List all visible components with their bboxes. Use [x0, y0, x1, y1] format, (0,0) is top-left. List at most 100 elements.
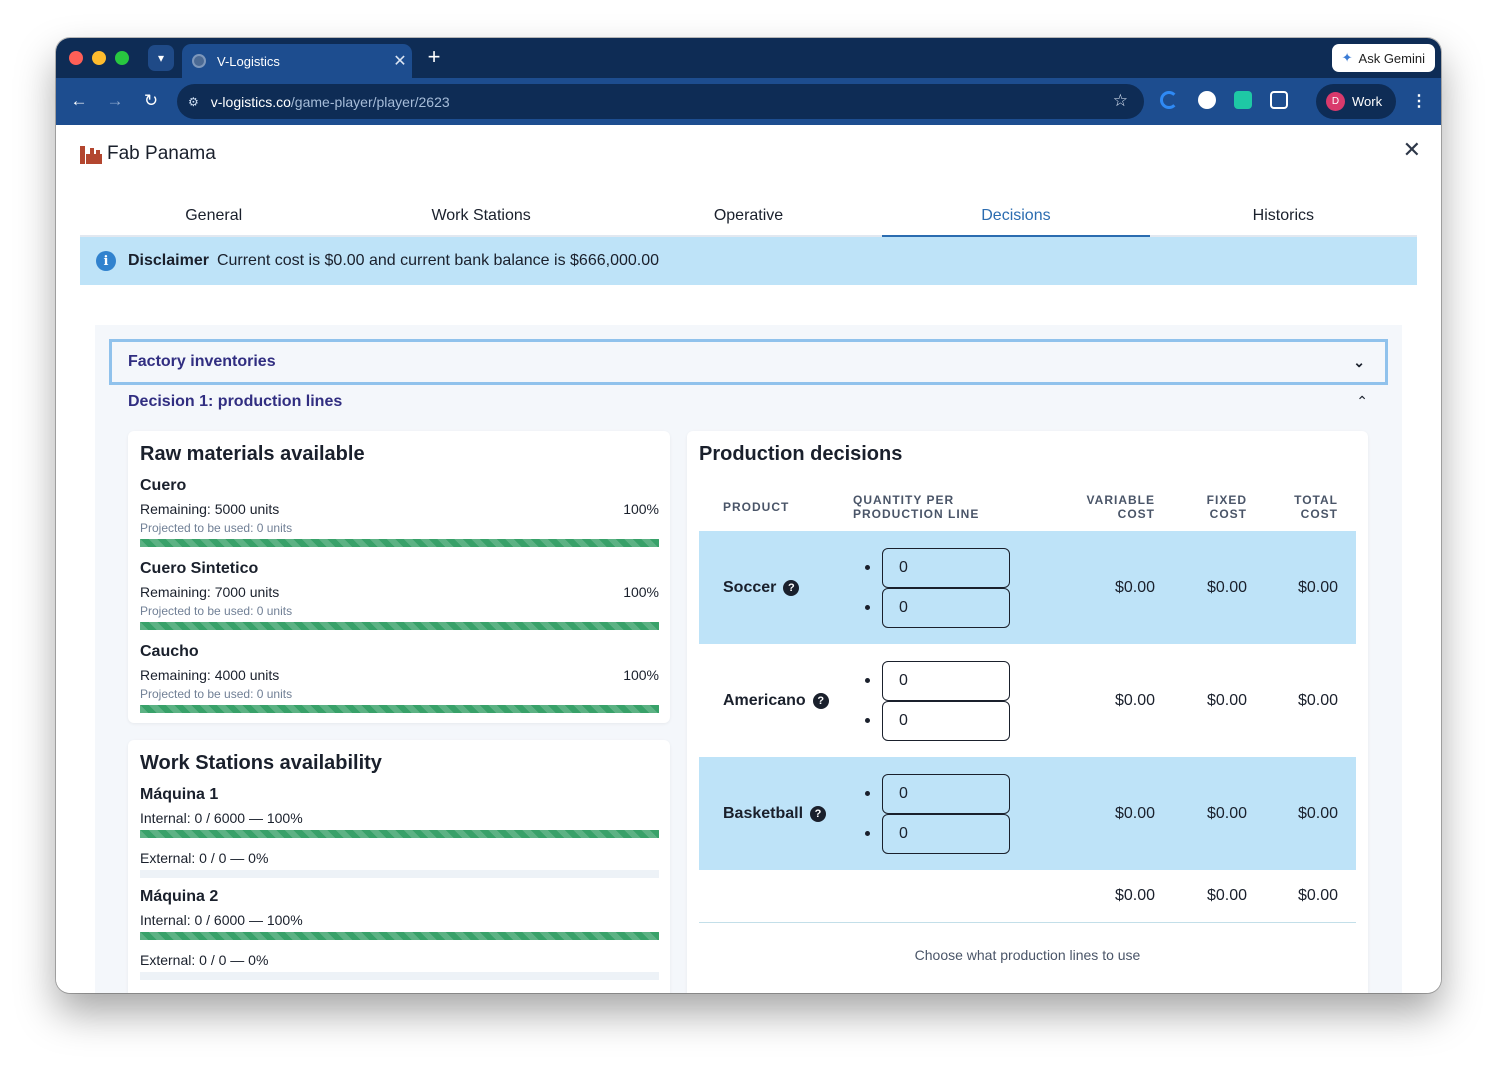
production-line-2-input[interactable] [882, 587, 1010, 628]
site-info-icon[interactable]: ⚙ [188, 94, 199, 109]
totals-row: $0.00 $0.00 $0.00 [699, 870, 1356, 923]
chevron-down-icon: ⌄ [1353, 354, 1365, 370]
production-line-2-input[interactable] [882, 700, 1010, 741]
product-cell: Soccer? [699, 579, 853, 597]
fixed-cost: $0.00 [1206, 578, 1247, 596]
new-tab-plus-icon[interactable]: + [427, 44, 441, 69]
bullet-icon [865, 678, 870, 683]
material-item: Cuero Sintetico Remaining: 7000 units 100… [140, 560, 659, 630]
progress-fill [140, 932, 659, 940]
production-decisions-card: Production decisions PRODUCT QUANTITY PE… [687, 431, 1368, 993]
header-fixed-line2: COST [1209, 507, 1247, 521]
bullet-icon [865, 605, 870, 610]
extension-circle-icon[interactable] [1198, 91, 1216, 109]
product-name: Americano [723, 691, 806, 709]
work-station-name: Máquina 2 [140, 888, 219, 905]
total-cost: $0.00 [1297, 691, 1338, 709]
header-total-line2: COST [1300, 507, 1338, 521]
reload-icon[interactable]: ↻ [143, 91, 159, 110]
forward-arrow-icon[interactable]: → [106, 91, 124, 110]
production-line-2-input[interactable] [882, 813, 1010, 854]
tab-decisions[interactable]: Decisions [882, 193, 1150, 237]
tab-historics[interactable]: Historics [1252, 207, 1314, 224]
extensions-puzzle-icon[interactable] [1270, 91, 1288, 109]
production-line-1-input[interactable] [882, 660, 1010, 701]
header-variable-line1: VARIABLE [1086, 493, 1155, 507]
material-remaining: Remaining: 7000 units [140, 584, 280, 600]
material-item: Caucho Remaining: 4000 units 100% Project… [140, 643, 659, 713]
url-path: /game-player/player/2623 [290, 93, 450, 110]
material-percent: 100% [623, 667, 659, 683]
help-icon[interactable]: ? [812, 692, 829, 709]
help-icon[interactable]: ? [783, 579, 800, 596]
favicon-icon [192, 54, 206, 68]
decisions-panel: Factory inventories ⌄ Decision 1: produc… [95, 325, 1402, 993]
tab-operative[interactable]: Operative [713, 207, 784, 224]
bookmark-star-icon[interactable]: ☆ [1112, 91, 1128, 110]
material-progress-bar [140, 622, 659, 630]
total-cost: $0.00 [1297, 804, 1338, 822]
accordion-decision-1[interactable]: Decision 1: production lines [128, 393, 343, 410]
variable-cost: $0.00 [1114, 691, 1155, 709]
accordion-factory-inventories[interactable]: Factory inventories ⌄ [109, 339, 1388, 385]
accordion-inventories-title: Factory inventories [128, 353, 276, 370]
help-icon[interactable]: ? [810, 805, 827, 822]
internal-capacity: Internal: 0 / 6000 — 100% [140, 810, 303, 826]
quantity-cell [853, 660, 1049, 741]
progress-fill [140, 622, 659, 630]
profile-label: Work [1352, 94, 1383, 109]
tab-work-stations[interactable]: Work Stations [431, 207, 531, 224]
production-line-1-input[interactable] [882, 547, 1010, 588]
window-zoom-control[interactable] [115, 51, 129, 65]
product-cell: Americano? [699, 692, 853, 710]
header-total-line1: TOTAL [1294, 493, 1338, 507]
production-line-1-input[interactable] [882, 773, 1010, 814]
header-variable-cost: VARIABLE COST [1049, 493, 1155, 521]
internal-capacity: Internal: 0 / 6000 — 100% [140, 912, 303, 928]
kebab-menu-icon[interactable]: ⋮ [1411, 93, 1427, 110]
fixed-cost: $0.00 [1206, 691, 1247, 709]
ask-gemini-button[interactable]: ✦ Ask Gemini [1331, 44, 1435, 72]
material-percent: 100% [623, 584, 659, 600]
tab-close-icon[interactable]: ✕ [393, 53, 407, 70]
bullet-icon [865, 831, 870, 836]
raw-materials-card: Raw materials available Cuero Remaining:… [128, 431, 670, 723]
browser-tab[interactable]: V-Logistics ✕ [182, 44, 412, 78]
disclaimer-text: Current cost is $0.00 and current bank b… [216, 252, 659, 269]
ask-gemini-label: Ask Gemini [1358, 50, 1425, 66]
work-station-item: Máquina 1 Internal: 0 / 6000 — 100% Exte… [140, 786, 659, 878]
header-variable-line2: COST [1117, 507, 1155, 521]
production-lines-hint: Choose what production lines to use [914, 947, 1141, 963]
production-title: Production decisions [699, 443, 903, 465]
work-stations-card: Work Stations availability Máquina 1 Int… [128, 740, 670, 993]
header-quantity-line1: QUANTITY PER [853, 493, 955, 507]
work-station-item: Máquina 2 Internal: 0 / 6000 — 100% Exte… [140, 888, 659, 980]
table-row: Soccer? $0.00 $0.00 $0.00 [699, 531, 1356, 644]
address-bar[interactable]: ⚙ v-logistics.co/game-player/player/2623… [177, 84, 1144, 119]
bullet-icon [865, 565, 870, 570]
window-close-control[interactable] [69, 51, 83, 65]
extension-refresh-icon[interactable] [1160, 91, 1178, 109]
avatar: D [1326, 92, 1345, 111]
back-arrow-icon[interactable]: ← [70, 91, 88, 110]
header-total-cost: TOTAL COST [1247, 493, 1338, 521]
browser-window: ▾ V-Logistics ✕ + ✦ Ask Gemini ← → ↻ ⚙ v… [56, 38, 1441, 993]
profile-button[interactable]: D Work [1316, 84, 1396, 119]
window-minimize-control[interactable] [92, 51, 106, 65]
progress-fill [140, 539, 659, 547]
external-progress-bar [140, 870, 659, 878]
header-fixed-line1: FIXED [1206, 493, 1247, 507]
tab-general[interactable]: General [185, 207, 243, 224]
page-title: Fab Panama [80, 143, 216, 165]
tab-search-chevron-down-icon[interactable]: ▾ [148, 45, 174, 71]
grand-total-cost: $0.00 [1297, 887, 1338, 904]
total-fixed-cost: $0.00 [1206, 887, 1247, 904]
browser-tab-strip: ▾ V-Logistics ✕ + ✦ Ask Gemini [56, 38, 1441, 78]
extension-green-icon[interactable] [1234, 91, 1252, 109]
factory-icon [80, 144, 102, 164]
chevron-up-icon[interactable]: ⌃ [1356, 393, 1368, 409]
variable-cost: $0.00 [1114, 578, 1155, 596]
close-icon[interactable]: ✕ [1402, 137, 1421, 162]
page-content: Fab Panama ✕ General Work Stations Opera… [56, 125, 1441, 993]
disclaimer-title: Disclaimer [128, 252, 209, 269]
